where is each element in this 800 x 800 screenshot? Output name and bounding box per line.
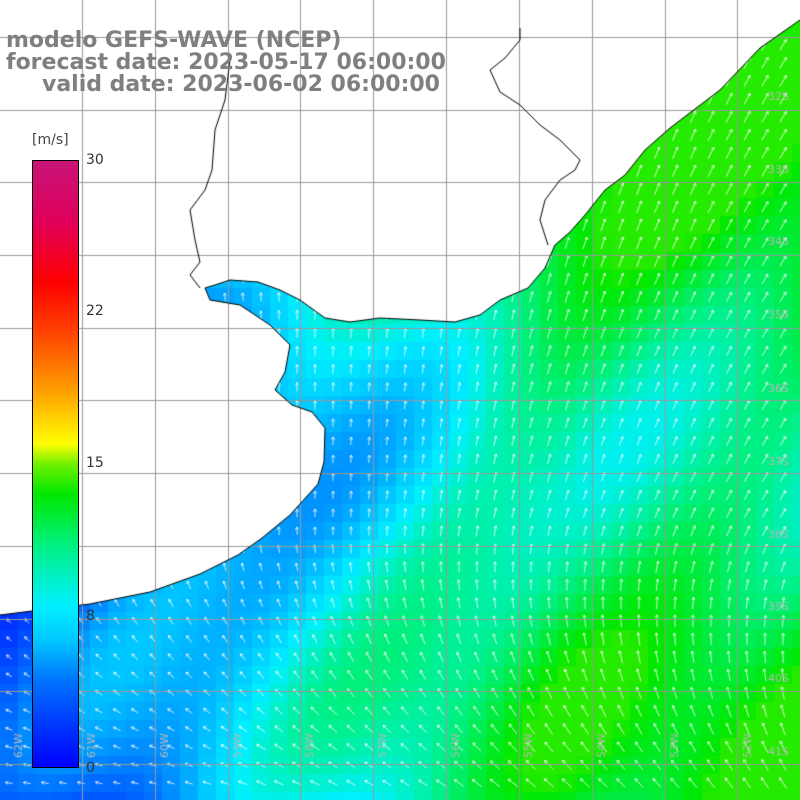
colorbar-tick-15: 15: [86, 455, 104, 471]
colorbar-unit: [m/s]: [32, 132, 69, 148]
colorbar-tick-8: 8: [86, 608, 95, 624]
colorbar-tick-30: 30: [86, 152, 104, 168]
colorbar: [32, 160, 79, 768]
colorbar-tick-22: 22: [86, 303, 104, 319]
colorbar-tick-0: 0: [86, 760, 95, 776]
